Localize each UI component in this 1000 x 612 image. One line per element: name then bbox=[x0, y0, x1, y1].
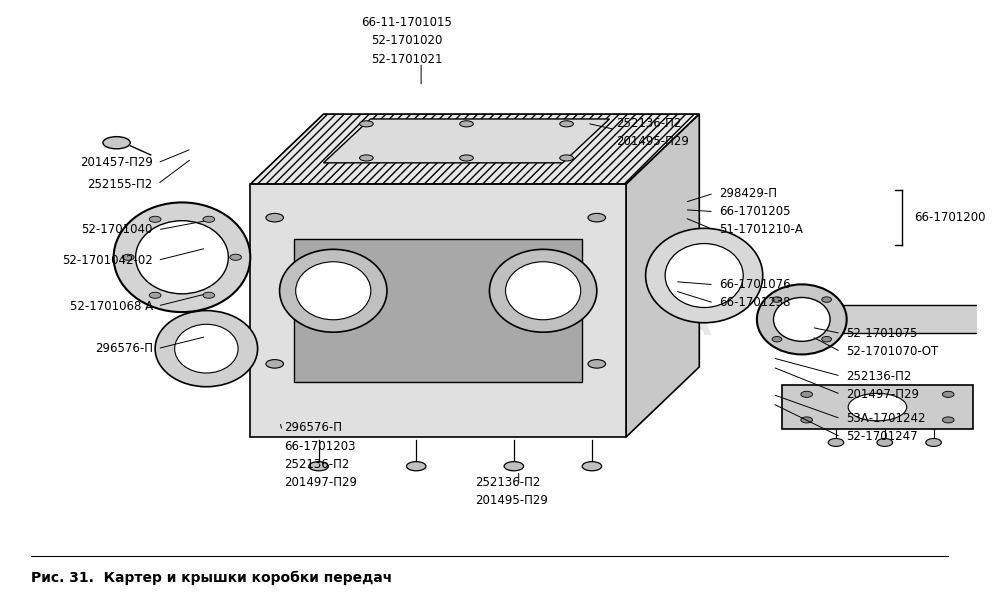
Ellipse shape bbox=[588, 360, 606, 368]
Text: 252136-П2: 252136-П2 bbox=[616, 117, 682, 130]
Polygon shape bbox=[841, 305, 1000, 334]
Text: 296576-П: 296576-П bbox=[95, 342, 153, 355]
Text: 252136-П2: 252136-П2 bbox=[475, 476, 540, 489]
Bar bbox=[782, 385, 973, 429]
Text: 52-1701042-02: 52-1701042-02 bbox=[62, 254, 153, 267]
Ellipse shape bbox=[136, 221, 228, 294]
Ellipse shape bbox=[588, 214, 606, 222]
Text: 51-1701210-А: 51-1701210-А bbox=[719, 223, 803, 236]
Text: 66-1701203: 66-1701203 bbox=[284, 439, 356, 453]
Ellipse shape bbox=[149, 292, 161, 298]
Text: 66-1701200: 66-1701200 bbox=[914, 211, 986, 224]
Ellipse shape bbox=[149, 216, 161, 222]
Text: 201457-П29: 201457-П29 bbox=[80, 156, 153, 170]
Polygon shape bbox=[626, 114, 699, 437]
Ellipse shape bbox=[175, 324, 238, 373]
Ellipse shape bbox=[360, 155, 373, 161]
Ellipse shape bbox=[506, 262, 581, 319]
Ellipse shape bbox=[665, 244, 743, 307]
Text: 66-1701238: 66-1701238 bbox=[719, 296, 790, 310]
Ellipse shape bbox=[406, 461, 426, 471]
Ellipse shape bbox=[848, 394, 907, 421]
Ellipse shape bbox=[773, 297, 830, 341]
Text: 252136-П2: 252136-П2 bbox=[284, 458, 350, 471]
Ellipse shape bbox=[266, 214, 283, 222]
Text: 201495-П29: 201495-П29 bbox=[475, 494, 548, 507]
Ellipse shape bbox=[360, 121, 373, 127]
Text: 52-1701070-ОТ: 52-1701070-ОТ bbox=[846, 345, 938, 358]
Ellipse shape bbox=[504, 461, 524, 471]
Ellipse shape bbox=[309, 461, 328, 471]
Ellipse shape bbox=[822, 337, 832, 342]
Ellipse shape bbox=[772, 297, 782, 302]
Ellipse shape bbox=[103, 136, 130, 149]
Text: 252136-П2: 252136-П2 bbox=[846, 370, 911, 382]
Ellipse shape bbox=[757, 285, 847, 354]
Ellipse shape bbox=[489, 249, 597, 332]
Polygon shape bbox=[324, 119, 609, 163]
Text: 52-1701020: 52-1701020 bbox=[371, 34, 442, 48]
Text: 66-1701205: 66-1701205 bbox=[719, 205, 790, 218]
Ellipse shape bbox=[266, 360, 283, 368]
Text: 53А-1701242: 53А-1701242 bbox=[846, 412, 925, 425]
Ellipse shape bbox=[822, 297, 832, 302]
Bar bbox=[250, 184, 626, 437]
Text: 66-11-1701015: 66-11-1701015 bbox=[361, 16, 452, 29]
Ellipse shape bbox=[560, 121, 573, 127]
Ellipse shape bbox=[828, 439, 844, 446]
Text: ПЛАНЕТА ЖЕЛЕЗЯКА: ПЛАНЕТА ЖЕЛЕЗЯКА bbox=[268, 307, 711, 341]
Ellipse shape bbox=[155, 310, 258, 387]
Text: 52-1701040: 52-1701040 bbox=[81, 223, 153, 236]
Ellipse shape bbox=[296, 262, 371, 319]
Bar bbox=[294, 239, 582, 382]
Ellipse shape bbox=[460, 155, 473, 161]
Ellipse shape bbox=[560, 155, 573, 161]
Text: 201495-П29: 201495-П29 bbox=[616, 135, 689, 148]
Ellipse shape bbox=[772, 337, 782, 342]
Ellipse shape bbox=[801, 417, 813, 423]
Polygon shape bbox=[250, 114, 699, 184]
Text: 298429-П: 298429-П bbox=[719, 187, 777, 200]
Ellipse shape bbox=[230, 254, 242, 260]
Ellipse shape bbox=[646, 228, 763, 323]
Ellipse shape bbox=[877, 439, 893, 446]
Text: 201497-П29: 201497-П29 bbox=[846, 388, 919, 401]
Text: 52-1701075: 52-1701075 bbox=[846, 327, 917, 340]
Text: 296576-П: 296576-П bbox=[284, 421, 342, 435]
Ellipse shape bbox=[114, 203, 250, 312]
Text: 66-1701076: 66-1701076 bbox=[719, 278, 790, 291]
Text: 52-1701068 А: 52-1701068 А bbox=[70, 299, 153, 313]
Ellipse shape bbox=[203, 292, 215, 298]
Ellipse shape bbox=[122, 254, 134, 260]
Ellipse shape bbox=[942, 417, 954, 423]
Ellipse shape bbox=[460, 121, 473, 127]
Text: 52-1701021: 52-1701021 bbox=[371, 53, 442, 65]
Text: 201497-П29: 201497-П29 bbox=[284, 476, 357, 489]
Text: Рис. 31.  Картер и крышки коробки передач: Рис. 31. Картер и крышки коробки передач bbox=[31, 571, 392, 585]
Ellipse shape bbox=[801, 391, 813, 397]
Text: 252155-П2: 252155-П2 bbox=[87, 177, 153, 191]
Ellipse shape bbox=[280, 249, 387, 332]
Ellipse shape bbox=[926, 439, 941, 446]
Ellipse shape bbox=[582, 461, 602, 471]
Ellipse shape bbox=[203, 216, 215, 222]
Ellipse shape bbox=[942, 391, 954, 397]
Text: 52-1701247: 52-1701247 bbox=[846, 430, 917, 444]
